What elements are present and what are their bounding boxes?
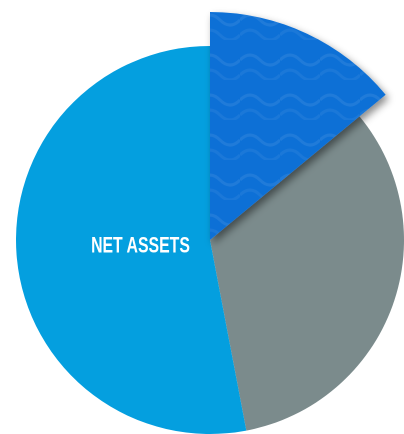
pie-slice [16, 46, 247, 434]
pie-slice [210, 116, 404, 431]
pie [16, 12, 404, 434]
slice-texture [210, 12, 386, 240]
slice-label: NET ASSETS [91, 234, 190, 258]
